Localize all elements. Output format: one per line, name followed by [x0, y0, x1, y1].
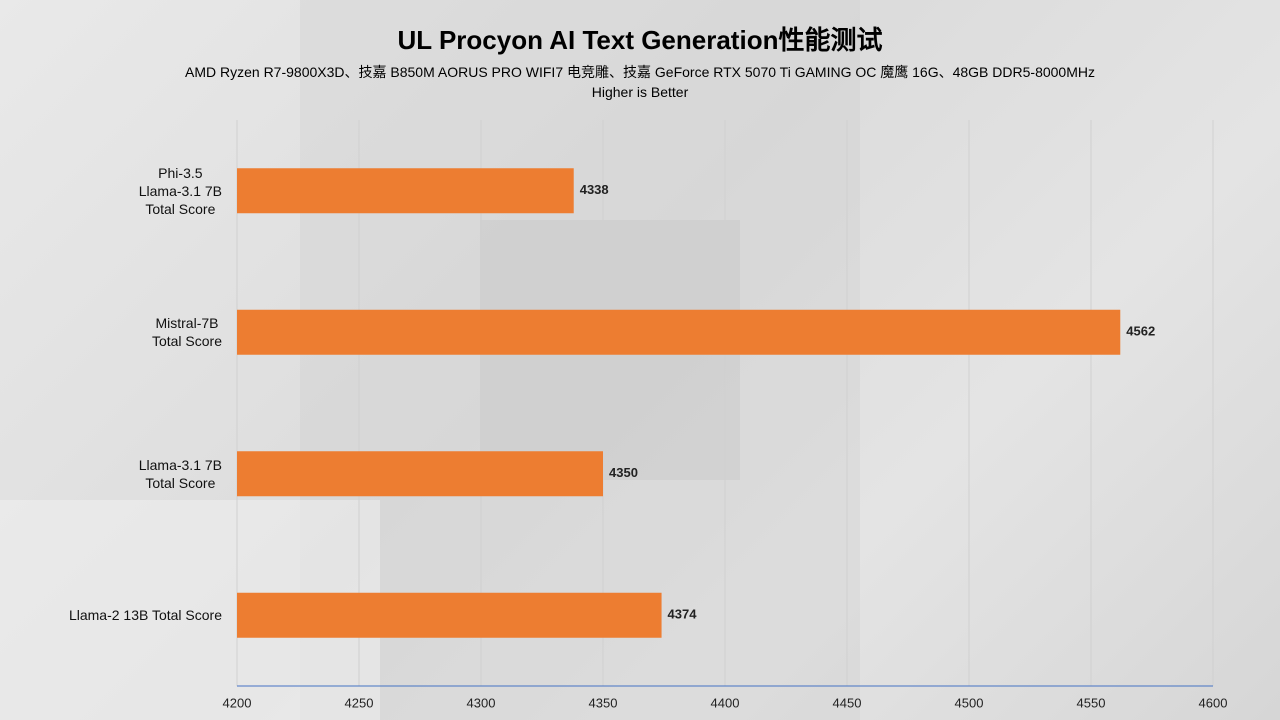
- bar: [237, 451, 603, 497]
- x-tick-label: 4200: [223, 695, 252, 710]
- y-tick-label: Llama-3.1 7B Total Score: [138, 456, 222, 491]
- value-label: 4374: [668, 607, 698, 622]
- x-tick-label: 4500: [955, 695, 984, 710]
- chart-title: UL Procyon AI Text Generation性能测试: [397, 25, 883, 55]
- x-tick-label: 4400: [711, 695, 740, 710]
- y-tick-label: Phi-3.5 Llama-3.1 7B Total Score: [138, 164, 222, 217]
- x-tick-label: 4450: [833, 695, 862, 710]
- chart-note: Higher is Better: [591, 84, 689, 100]
- x-tick-label: 4600: [1199, 695, 1228, 710]
- x-tick-label: 4550: [1077, 695, 1106, 710]
- value-label: 4338: [580, 182, 609, 197]
- x-tick-label: 4250: [345, 695, 374, 710]
- value-label: 4350: [609, 465, 638, 480]
- bar: [237, 592, 662, 638]
- value-label: 4562: [1126, 324, 1155, 339]
- x-tick-label: 4300: [467, 695, 496, 710]
- y-tick-label: Llama-2 13B Total Score: [68, 607, 222, 624]
- x-tick-label: 4350: [589, 695, 618, 710]
- y-tick-label: Mistral-7B Total Score: [151, 315, 222, 350]
- chart-subtitle: AMD Ryzen R7-9800X3D、技嘉 B850M AORUS PRO …: [185, 64, 1095, 80]
- bar: [237, 309, 1121, 355]
- bar: [237, 168, 574, 214]
